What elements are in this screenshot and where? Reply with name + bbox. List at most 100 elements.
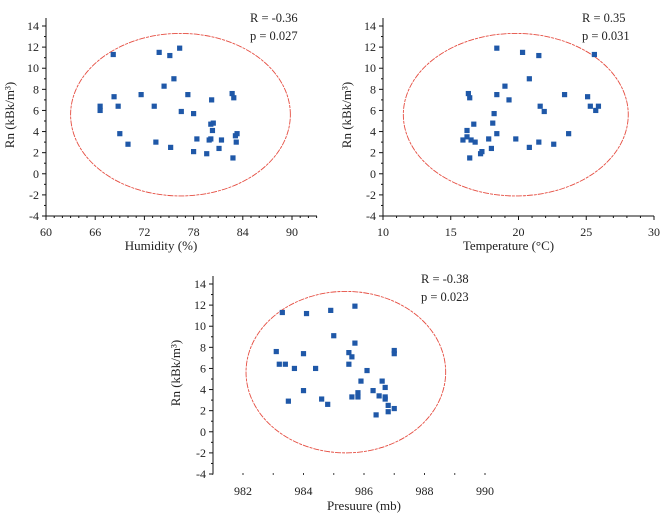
data-point <box>358 378 364 384</box>
data-point <box>138 92 144 98</box>
data-point <box>319 396 325 402</box>
data-point <box>566 131 572 137</box>
data-point <box>391 351 397 357</box>
data-point <box>494 131 500 137</box>
y-tick-label: -2 <box>196 446 206 460</box>
r-value-annotation: R = -0.38 <box>421 272 469 286</box>
data-point <box>464 134 470 140</box>
data-point <box>325 401 331 407</box>
data-point <box>593 107 599 114</box>
y-tick-label: 0 <box>200 425 206 439</box>
y-tick-label: -4 <box>366 209 376 223</box>
x-axis-label: Humidity (%) <box>125 238 198 253</box>
x-axis-label: Presuure (mb) <box>327 498 401 513</box>
data-point <box>471 121 477 127</box>
data-point <box>494 45 500 51</box>
y-tick-label: 8 <box>200 340 206 354</box>
data-point <box>491 111 497 117</box>
x-tick-label: 84 <box>237 225 249 239</box>
y-tick-label: -4 <box>196 467 206 481</box>
data-point <box>376 393 382 399</box>
y-tick-label: 0 <box>33 167 39 181</box>
data-point <box>537 103 543 109</box>
data-point <box>191 111 197 117</box>
data-point <box>391 347 397 354</box>
data-point <box>502 83 508 89</box>
r-value-annotation: R = 0.35 <box>582 11 626 25</box>
data-point <box>464 127 470 134</box>
data-point <box>276 361 282 367</box>
x-tick-label: 986 <box>355 484 373 498</box>
data-point <box>313 365 319 372</box>
data-point <box>229 90 235 97</box>
y-tick-label: -2 <box>29 188 39 202</box>
x-tick-label: 982 <box>234 484 252 498</box>
data-point <box>346 361 352 367</box>
y-tick-label: 12 <box>364 40 376 54</box>
data-point <box>194 136 200 142</box>
data-point <box>382 396 388 402</box>
y-axis-label: Rn (kBk/m³) <box>339 82 354 148</box>
data-point <box>591 51 597 58</box>
data-point <box>191 149 197 155</box>
x-tick-label: 984 <box>295 484 313 498</box>
data-point <box>279 309 285 316</box>
p-value-annotation: p = 0.027 <box>250 29 298 43</box>
data-point <box>494 92 500 98</box>
x-tick-label: 988 <box>416 484 434 498</box>
data-point <box>526 76 532 82</box>
data-point <box>541 108 547 115</box>
data-point <box>167 52 173 59</box>
data-point <box>151 103 157 109</box>
data-point <box>209 97 215 103</box>
x-tick-label: 78 <box>188 225 200 239</box>
r-value-annotation: R = -0.36 <box>250 11 298 25</box>
x-tick-label: 90 <box>286 225 298 239</box>
x-tick-label: 66 <box>89 225 101 239</box>
data-point <box>115 103 121 109</box>
data-point <box>355 390 361 396</box>
data-point <box>153 139 159 145</box>
data-point <box>208 136 214 142</box>
y-tick-label: -2 <box>366 188 376 202</box>
data-point <box>230 155 236 161</box>
data-point <box>233 139 239 145</box>
y-tick-label: 12 <box>194 298 206 312</box>
y-tick-label: 4 <box>33 125 39 139</box>
data-point <box>519 49 526 55</box>
data-point <box>460 137 466 143</box>
data-point <box>561 92 568 98</box>
y-tick-label: 10 <box>27 61 39 75</box>
data-point <box>349 394 355 400</box>
data-point <box>97 103 103 109</box>
data-point <box>370 388 376 394</box>
y-tick-label: 2 <box>370 146 376 160</box>
data-point <box>355 394 361 400</box>
data-point <box>352 303 358 309</box>
data-point <box>385 402 391 408</box>
y-tick-label: 4 <box>200 383 206 397</box>
y-tick-label: 8 <box>370 82 376 96</box>
data-point <box>526 144 532 150</box>
y-tick-label: 6 <box>33 103 39 117</box>
data-point <box>513 136 519 142</box>
x-axis-label: Temperature (°C) <box>463 238 554 253</box>
data-point <box>285 398 291 404</box>
data-point <box>467 155 473 161</box>
data-point <box>291 365 298 372</box>
y-tick-label: 6 <box>370 103 376 117</box>
data-point <box>210 120 216 126</box>
x-tick-label: 15 <box>445 225 457 239</box>
data-point <box>477 151 484 157</box>
chart-pressure: 14 12 10 8 6 4 2 0 -2 -4 982 984 986 988 990 Presuure (… <box>168 272 494 513</box>
confidence-ellipse <box>245 290 447 454</box>
data-point <box>231 95 237 101</box>
data-point <box>385 409 391 415</box>
y-tick-label: 2 <box>200 404 206 418</box>
data-point <box>506 97 512 103</box>
data-point <box>465 90 471 97</box>
data-point <box>171 76 177 82</box>
data-point <box>177 45 183 51</box>
data-point <box>472 139 478 145</box>
